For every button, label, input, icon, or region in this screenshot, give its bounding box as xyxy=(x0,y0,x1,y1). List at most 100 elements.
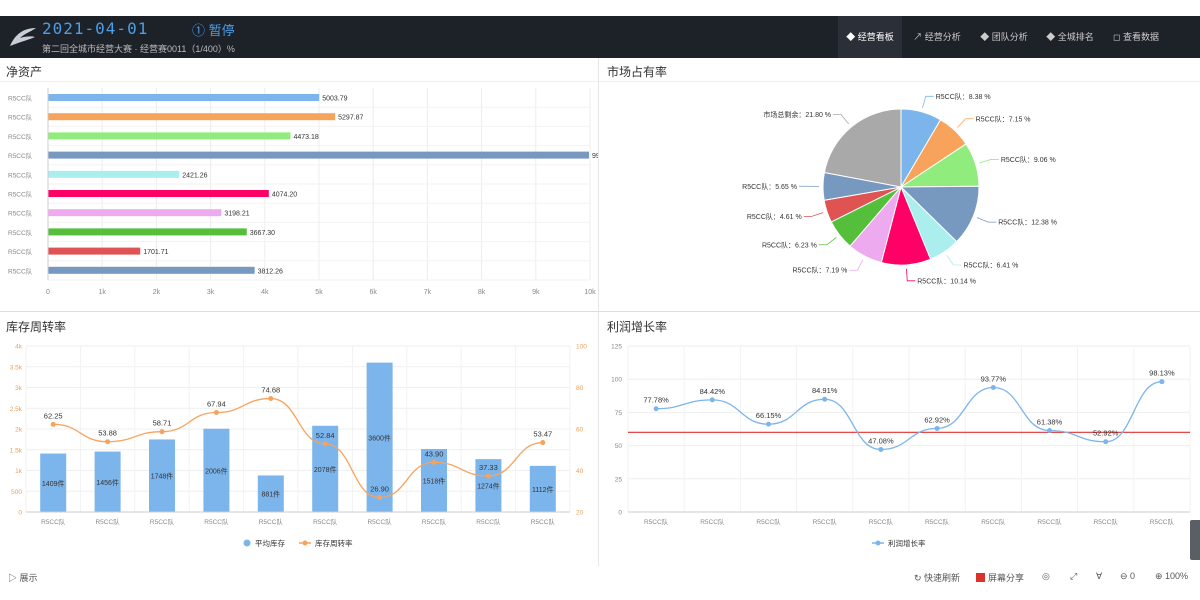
leader-line xyxy=(906,268,916,282)
line-data-label: 66.15% xyxy=(756,411,782,420)
refresh-button[interactable]: ↻ 快速刷新 xyxy=(914,573,961,583)
bar-data-label: 881件 xyxy=(261,490,280,499)
market-share-chart: R5CC队：8.38 % R5CC队：7.15 % R5CC队：9.06 % R5CC… xyxy=(742,92,1057,285)
line-point xyxy=(709,397,715,403)
category-label: R5CC队 xyxy=(8,266,33,275)
fullscreen-icon[interactable]: ⤢ xyxy=(1070,571,1078,581)
legend-label-line: 库存周转率 xyxy=(315,538,353,548)
category-label: R5CC队 xyxy=(8,94,33,103)
x-tick-label: 2k xyxy=(153,289,161,296)
y-right-tick-label: 20 xyxy=(576,510,584,517)
nav-view-data[interactable]: ◻ 查看数据 xyxy=(1113,32,1159,42)
show-button[interactable]: ▷ 展示 xyxy=(8,573,38,583)
bar xyxy=(48,247,141,255)
category-label: R5CC队 xyxy=(8,113,33,122)
slice-label: R5CC队：5.65 % xyxy=(742,182,797,191)
leader-line xyxy=(946,254,962,266)
line-point xyxy=(485,473,491,479)
bar xyxy=(366,362,393,512)
leader-line xyxy=(818,237,837,246)
data-label: 3812.26 xyxy=(258,268,283,275)
line-point xyxy=(431,459,437,465)
y-left-tick-label: 1k xyxy=(15,468,23,475)
category-label: R5CC队 xyxy=(8,247,33,256)
category-label: R5CC队 xyxy=(531,517,556,526)
x-tick-label: 10k xyxy=(584,289,596,296)
legend-label: 利润增长率 xyxy=(888,538,926,548)
line-point xyxy=(268,396,274,402)
bar xyxy=(421,449,447,512)
slice-label: 市场总剩余：21.80 % xyxy=(763,110,831,119)
leader-line xyxy=(922,95,934,108)
line-data-label: 62.25 xyxy=(44,411,63,420)
bar xyxy=(312,425,339,512)
leader-line xyxy=(957,118,974,128)
nav-analysis[interactable]: ↗ 经营分析 xyxy=(913,32,961,42)
line-point xyxy=(934,425,940,431)
zoom-in-button[interactable]: ⊕ 100% xyxy=(1155,571,1189,581)
category-label: R5CC队 xyxy=(756,517,781,526)
nav-team-analysis[interactable]: ◆ 团队分析 xyxy=(980,32,1028,42)
category-label: R5CC队 xyxy=(813,517,838,526)
bar xyxy=(48,94,320,101)
line-data-label: 37.33 xyxy=(479,463,498,472)
legend-marker-line-dot xyxy=(302,540,308,546)
line-data-label: 53.47 xyxy=(533,430,552,439)
category-label: R5CC队 xyxy=(925,517,950,526)
top-strip xyxy=(0,0,1200,16)
line-point xyxy=(322,441,328,447)
app-header: 2021-04-01 ① 暂停 第二回全城市经营大赛 · 经营赛0011（1/4… xyxy=(0,16,1200,58)
legend-marker-bar xyxy=(243,539,251,547)
y-right-tick-label: 100 xyxy=(576,344,587,351)
line-point xyxy=(990,384,996,390)
y-tick-label: 0 xyxy=(618,510,622,517)
line-data-label: 67.94 xyxy=(207,400,226,409)
net-assets-title: 净资产 xyxy=(6,65,43,79)
slice-label: R5CC队：4.61 % xyxy=(747,212,802,221)
zoom-out-button[interactable]: ⊖ 0 xyxy=(1120,571,1136,581)
pie-slice xyxy=(823,108,902,188)
side-drawer-handle[interactable] xyxy=(1190,520,1200,560)
screen-share-button[interactable]: 屏幕分享 xyxy=(976,571,1024,584)
y-tick-label: 100 xyxy=(611,377,622,384)
inventory-turnover-chart: 0 500 1k 1.5k 2k 2.5k 3k 3.5k 4k 20 40 60 80 100 1409件… xyxy=(10,344,588,549)
line-point xyxy=(1103,439,1109,445)
bar xyxy=(48,170,180,178)
bar-data-label: 1274件 xyxy=(477,482,500,491)
y-right-tick-label: 60 xyxy=(576,427,584,434)
growth-line xyxy=(656,381,1162,451)
line-point xyxy=(1047,427,1052,433)
legend-label-bar: 平均库存 xyxy=(255,538,285,548)
filter-icon[interactable]: ∀ xyxy=(1096,571,1103,581)
leader-line xyxy=(979,159,999,164)
leader-line xyxy=(849,259,864,271)
leader-line xyxy=(803,212,824,217)
line-point xyxy=(50,421,56,427)
bar xyxy=(40,453,67,512)
target-icon[interactable]: ◎ xyxy=(1042,571,1050,581)
line-data-label: 98.13% xyxy=(1149,369,1175,378)
bar-data-label: 1518件 xyxy=(423,477,446,486)
data-label: 5297.87 xyxy=(338,115,363,122)
profit-growth-title: 利润增长率 xyxy=(607,320,668,334)
slice-label: R5CC队：10.14 % xyxy=(917,276,976,285)
line-data-label: 53.88 xyxy=(98,429,117,438)
bar xyxy=(48,209,222,217)
pause-button[interactable]: ① 暂停 xyxy=(192,23,235,38)
x-tick-label: 3k xyxy=(207,289,215,296)
competition-subtitle: 第二回全城市经营大赛 · 经营赛0011（1/400）% xyxy=(42,44,235,54)
data-label: 9981.83 xyxy=(592,153,598,160)
category-label: R5CC队 xyxy=(8,151,33,160)
slice-label: R5CC队：6.23 % xyxy=(762,240,817,249)
x-tick-label: 9k xyxy=(532,289,540,296)
market-share-title: 市场占有率 xyxy=(607,65,668,79)
bar-data-label: 2006件 xyxy=(205,466,228,475)
bar xyxy=(149,439,175,512)
line-point xyxy=(653,406,659,412)
data-label: 5003.79 xyxy=(322,96,347,103)
pie-slice xyxy=(899,185,980,243)
nav-dashboard[interactable]: ◆ 经营看板 xyxy=(838,16,902,58)
nav-ranking[interactable]: ◆ 全城排名 xyxy=(1046,32,1094,42)
category-label: R5CC队 xyxy=(41,517,66,526)
row-divider xyxy=(0,311,1200,312)
